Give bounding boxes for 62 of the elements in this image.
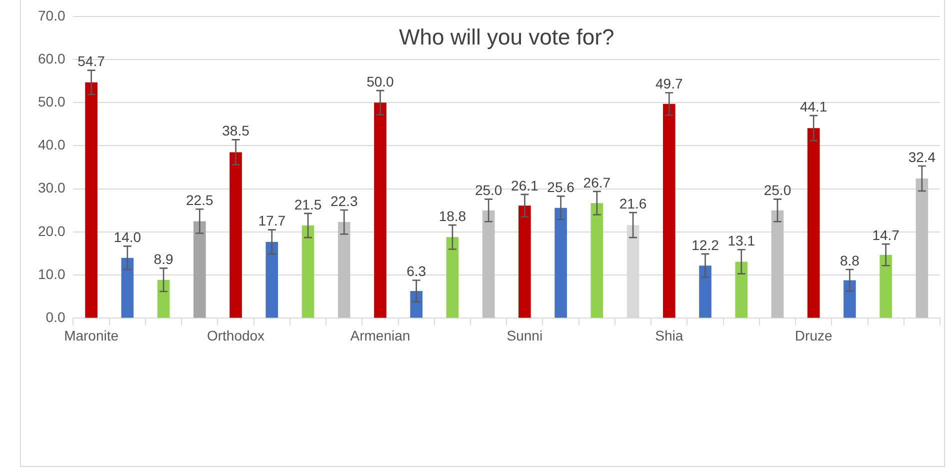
bar (410, 291, 422, 318)
y-tick-label: 20.0 (38, 222, 66, 239)
data-label: 50.0 (366, 73, 394, 90)
data-label: 54.7 (78, 53, 106, 70)
data-label: 32.4 (908, 148, 936, 165)
data-label: 12.2 (692, 236, 720, 253)
x-tick-label: Shia (655, 327, 684, 344)
bar (554, 208, 567, 318)
bar (482, 210, 495, 318)
y-tick-label: 10.0 (38, 266, 66, 282)
x-tick-label: Druze (794, 327, 832, 344)
bar (518, 206, 531, 318)
data-label: 22.5 (186, 192, 214, 208)
bar (374, 102, 386, 318)
y-tick-label: 0.0 (46, 309, 66, 326)
bar (266, 242, 278, 318)
data-label: 6.3 (406, 263, 426, 280)
data-label: 38.5 (222, 122, 250, 139)
bar (662, 104, 676, 318)
bar (590, 203, 604, 318)
data-label: 14.0 (114, 229, 142, 246)
data-label: 17.7 (258, 212, 286, 229)
y-tick-label: 40.0 (38, 136, 66, 153)
bar (193, 221, 206, 318)
x-tick-label: Sunni (506, 327, 543, 344)
bar (844, 280, 856, 318)
y-tick-label: 50.0 (38, 93, 66, 110)
data-label: 14.7 (872, 226, 900, 243)
x-tick-label: Orthodox (206, 327, 265, 344)
x-tick-label: Armenian (350, 327, 410, 344)
bar (85, 82, 98, 318)
data-label: 26.1 (511, 177, 539, 194)
data-label: 22.3 (330, 192, 358, 209)
data-label: 49.7 (656, 76, 683, 92)
bar (699, 266, 712, 318)
bar (157, 280, 170, 318)
data-label: 8.8 (840, 252, 860, 268)
data-label: 8.9 (154, 251, 174, 268)
bar (302, 226, 314, 318)
bar (807, 128, 820, 318)
data-label: 44.1 (800, 98, 828, 114)
bar (121, 258, 134, 318)
bar (880, 254, 892, 318)
data-label: 21.5 (294, 196, 322, 212)
bar (771, 210, 784, 318)
bar (735, 262, 748, 318)
bar (446, 237, 459, 318)
data-label: 25.6 (547, 179, 575, 196)
data-label: 26.7 (583, 174, 611, 190)
chart-title: Who will you vote for? (399, 24, 614, 50)
data-label: 25.0 (764, 182, 792, 198)
y-tick-label: 60.0 (38, 50, 66, 66)
y-tick-label: 30.0 (38, 180, 66, 196)
bar (230, 152, 242, 318)
data-label: 13.1 (728, 232, 756, 249)
y-tick-label: 70.0 (38, 7, 66, 24)
bar (916, 178, 928, 318)
data-label: 21.6 (619, 195, 647, 212)
data-label: 25.0 (474, 182, 502, 198)
bar (338, 222, 350, 318)
data-label: 18.8 (438, 208, 466, 224)
x-tick-label: Maronite (64, 327, 119, 344)
